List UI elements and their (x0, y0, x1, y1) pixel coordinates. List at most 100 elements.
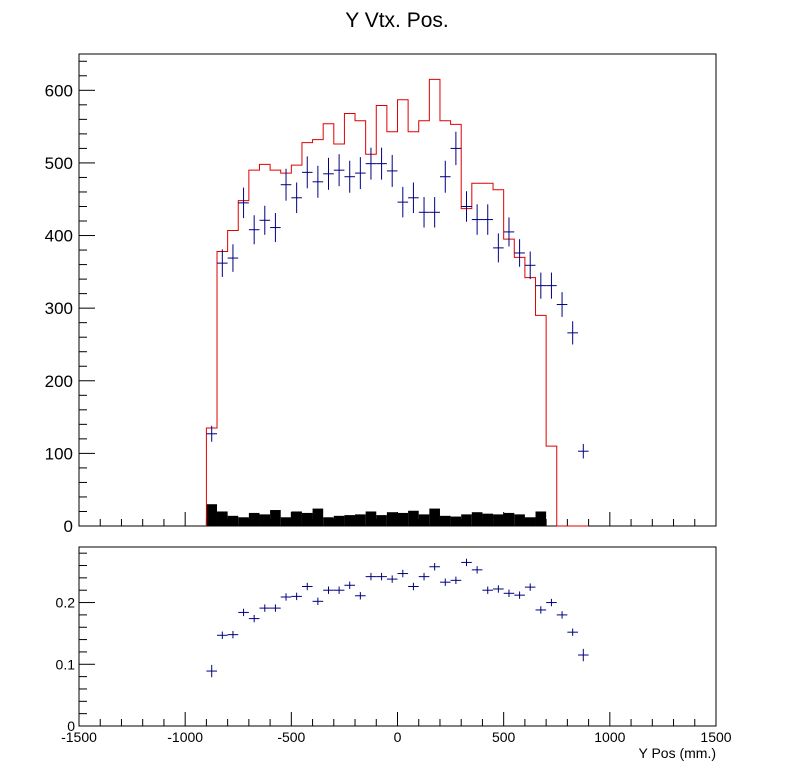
data-point (248, 215, 260, 245)
ratio-point (556, 611, 568, 619)
upper-y-tick-label: 300 (45, 299, 73, 318)
data-point (418, 197, 430, 228)
ratio-point (238, 608, 249, 617)
lower-x-tick-label: -500 (277, 729, 305, 745)
data-point (503, 217, 515, 247)
ratio-point (567, 628, 578, 636)
ratio-point (461, 558, 472, 567)
ratio-point (493, 585, 504, 593)
ratio-point (344, 581, 356, 589)
upper-y-tick-label: 100 (45, 444, 73, 463)
red-histogram-line (205, 78, 589, 527)
black-histogram-bar (461, 514, 472, 526)
data-point (577, 443, 589, 459)
data-point (312, 165, 324, 198)
data-point (567, 321, 578, 345)
ratio-point (227, 630, 239, 639)
ratio-point (524, 583, 536, 591)
data-point (493, 233, 504, 263)
black-histogram-bar (524, 517, 536, 526)
data-point (482, 204, 494, 235)
ratio-point (503, 589, 515, 597)
black-histogram-bar (439, 515, 451, 526)
black-histogram-bar (291, 511, 302, 526)
lower-x-tick-label: -1000 (167, 729, 203, 745)
black-histogram (206, 504, 547, 526)
data-point (270, 213, 281, 243)
data-points (206, 131, 589, 459)
ratio-point (471, 566, 483, 574)
black-histogram-bar (418, 514, 430, 526)
black-histogram-bar (429, 508, 440, 526)
lower-x-tick-label: 1500 (700, 729, 731, 745)
data-point (514, 239, 525, 267)
data-point (259, 205, 271, 235)
ratio-point (301, 582, 313, 591)
black-histogram-bar (227, 515, 239, 526)
ratio-point (535, 606, 547, 614)
data-point (280, 168, 292, 201)
data-point (206, 425, 218, 442)
ratio-point (333, 586, 345, 594)
ratio-point (248, 614, 260, 623)
black-histogram-bar (450, 516, 462, 526)
chart-title: Y Vtx. Pos. (345, 9, 449, 32)
black-histogram-bar (333, 515, 345, 526)
upper-axes: 0 100 200 300 400 500 600 (45, 60, 717, 536)
data-point (450, 131, 462, 166)
data-point (344, 160, 356, 193)
ratio-point (450, 576, 462, 585)
upper-y-tick-label: 500 (45, 154, 73, 173)
ratio-point (280, 593, 292, 601)
black-histogram-bar (376, 515, 387, 526)
upper-y-tick-label: 400 (45, 227, 73, 246)
ratio-point (217, 631, 228, 639)
data-point (471, 204, 483, 235)
black-histogram-bar (514, 514, 525, 526)
data-point (397, 186, 409, 218)
ratio-point (259, 604, 271, 612)
ratio-point (376, 572, 387, 581)
ratio-point (439, 578, 451, 586)
data-point (386, 154, 398, 187)
ratio-point (482, 586, 494, 594)
ratio-point (577, 648, 589, 662)
data-point (546, 272, 557, 299)
data-point (429, 197, 440, 228)
ratio-point (270, 604, 281, 612)
upper-y-tick-label: 0 (64, 517, 73, 536)
black-histogram-bar (259, 514, 271, 526)
lower-x-tick-label: 0 (394, 729, 402, 745)
black-histogram-bar (301, 512, 313, 526)
data-point (556, 292, 568, 317)
data-point (217, 249, 228, 277)
black-histogram-bar (344, 515, 356, 526)
upper-panel: 0 100 200 300 400 500 600 (45, 53, 717, 536)
lower-panel: 0 0.1 0.2 -1500 -1000 -500 0 500 1000 1500 Y Pos … (56, 546, 732, 761)
data-point (227, 244, 239, 272)
ratio-point (397, 569, 409, 578)
ratio-point (386, 575, 398, 583)
black-histogram-bar (482, 513, 494, 526)
data-point (291, 182, 302, 214)
data-point (365, 147, 377, 180)
black-histogram-bar (493, 514, 504, 526)
x-axis-title: Y Pos (mm.) (638, 745, 716, 761)
ratio-points (206, 558, 589, 678)
lower-x-tick-label: 500 (492, 729, 516, 745)
lower-x-tick-label: 1000 (594, 729, 625, 745)
lower-axes: 0 0.1 0.2 -1500 -1000 -500 0 500 1000 1500 (56, 552, 732, 745)
data-point (355, 157, 366, 190)
black-histogram-bar (248, 512, 260, 526)
black-histogram-bar (355, 514, 366, 526)
ratio-point (546, 598, 557, 607)
data-point (301, 156, 313, 189)
black-histogram-bar (238, 517, 249, 526)
ratio-point (514, 591, 525, 599)
ratio-point (291, 592, 302, 601)
ratio-point (312, 597, 324, 606)
data-point (323, 157, 334, 190)
ratio-point (206, 664, 218, 678)
data-point (535, 272, 547, 299)
